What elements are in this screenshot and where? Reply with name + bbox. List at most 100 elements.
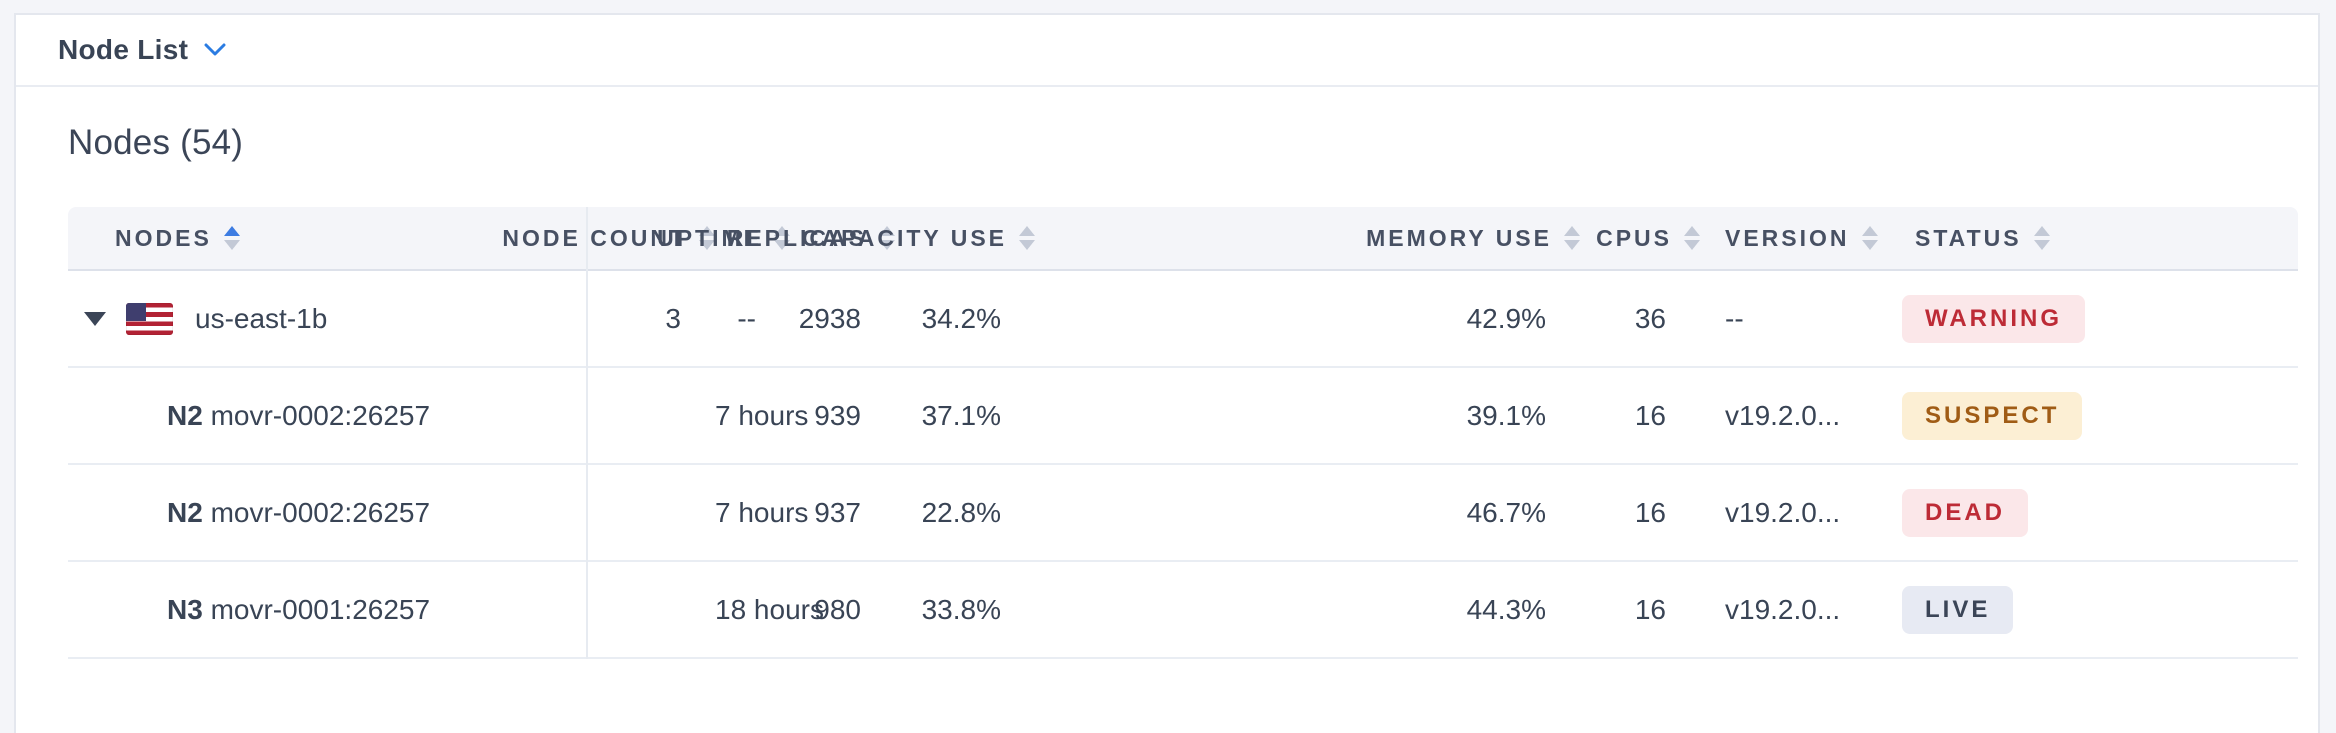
sort-asc-arrow [1684,226,1700,236]
status-badge: LIVE [1902,585,2014,634]
cpus-cell: 16 [1634,593,1666,625]
sort-desc-arrow [1564,240,1580,250]
node-name: N2 movr-0002:26257 [68,497,430,529]
node-address: movr-0002:26257 [202,496,431,528]
sort-asc-arrow [879,226,895,236]
capacity_use-cell: 37.1% [921,399,1001,431]
node-id: N2 [167,496,203,528]
sort-asc-arrow [223,226,240,236]
column-header-replicas[interactable]: REPLICAS [727,225,895,252]
memory_use-cell: 46.7% [1466,496,1546,528]
version-cell: v19.2.0... [1725,496,1841,528]
replicas-cell: 939 [814,399,861,431]
node-row[interactable]: N2 movr-0002:26257 7 hours 939 37.1% 39.1% 16… [68,368,2298,465]
sort-arrows-icon [879,226,895,250]
sort-arrows-icon [223,226,240,250]
memory_use-cell: 44.3% [1466,593,1546,625]
memory_use-cell: 39.1% [1466,399,1546,431]
column-header-label: VERSION [1725,224,1850,251]
sort-arrows-icon [2033,226,2050,250]
sort-desc-arrow [1684,240,1700,250]
sort-asc-arrow [699,226,715,236]
uptime-cell: 7 hours [715,496,809,528]
region-row[interactable]: us-east-1b 3 -- 2938 34.2% 42.9% 36 -- WARNING [68,271,2298,368]
cpus-cell: 16 [1634,399,1666,431]
node-address: movr-0001:26257 [202,593,431,625]
column-header-label: CAPACITY USE [801,224,1007,251]
column-header-uptime[interactable]: UPTIME [657,225,790,252]
card-topbar: Node List [16,15,2318,87]
view-selector-dropdown[interactable]: Node List [58,34,226,66]
version-cell: -- [1725,302,1744,334]
collapse-region-icon[interactable] [84,311,106,326]
node-row[interactable]: N2 movr-0002:26257 7 hours 937 22.8% 46.7% 16… [68,465,2298,562]
nodes-column-divider [586,207,588,659]
column-header-label: NODES [115,224,212,251]
capacity_use-cell: 33.8% [921,593,1001,625]
column-header-version[interactable]: VERSION [1700,225,1890,252]
node-row[interactable]: N3 movr-0001:26257 18 hours 980 33.8% 44.3% 1… [68,562,2298,659]
version-cell: v19.2.0... [1725,399,1841,431]
sort-arrows-icon [1684,226,1700,250]
sort-arrows-icon [774,226,790,250]
column-header-label: STATUS [1915,224,2022,251]
page-title: Nodes (54) [68,123,244,162]
sort-desc-arrow [774,240,790,250]
capacity_use-cell: 22.8% [921,496,1001,528]
cpus-cell: 16 [1634,496,1666,528]
uptime-cell: 7 hours [715,399,809,431]
nodes-table: NODES NODE COUNT UPTIME REPLICAS CAPACITY US… [68,207,2298,659]
view-selector-label: Node List [58,34,189,65]
capacity_use-cell: 34.2% [921,302,1001,334]
sort-arrows-icon [1861,226,1878,250]
column-header-name[interactable]: NODES [68,225,586,252]
content-area: Nodes (54) NODES NODE COUNT UPTIME REPLICAS… [16,87,2318,659]
sort-asc-arrow [1861,226,1878,236]
uptime-cell: 18 hours [715,593,824,625]
status-cell: LIVE [1890,585,2298,634]
sort-desc-arrow [1861,240,1878,250]
status-badge: WARNING [1902,294,2085,343]
sort-arrows-icon [1564,226,1580,250]
node-name: N3 movr-0001:26257 [68,594,430,626]
uptime-cell: -- [737,302,756,334]
sort-desc-arrow [879,240,895,250]
column-header-status[interactable]: STATUS [1890,225,2298,252]
column-header-label: REPLICAS [726,224,867,251]
sort-asc-arrow [1564,226,1580,236]
cpus-cell: 36 [1634,302,1666,334]
sort-asc-arrow [1019,226,1035,236]
status-badge: SUSPECT [1902,391,2083,440]
status-cell: WARNING [1890,294,2298,343]
column-header-node_count[interactable]: NODE COUNT [502,225,715,252]
sort-arrows-icon [1019,226,1035,250]
node-address: movr-0002:26257 [202,399,431,431]
name-cell: us-east-1b [68,302,586,335]
chevron-down-icon [204,43,226,56]
replicas-cell: 937 [814,496,861,528]
version-cell: v19.2.0... [1725,593,1841,625]
sort-asc-arrow [2033,226,2050,236]
replicas-cell: 2938 [798,302,861,334]
column-header-label: MEMORY USE [1366,224,1552,251]
column-header-label: CPUS [1596,224,1672,251]
column-header-cpus[interactable]: CPUS [1580,225,1700,252]
memory_use-cell: 42.9% [1466,302,1546,334]
region-name: us-east-1b [195,302,328,334]
column-header-capacity_use[interactable]: CAPACITY USE [802,225,1035,252]
table-header-row: NODES NODE COUNT UPTIME REPLICAS CAPACITY US… [68,207,2298,271]
us-flag-icon [126,302,173,335]
sort-asc-arrow [774,226,790,236]
status-cell: DEAD [1890,488,2298,537]
node-name: N2 movr-0002:26257 [68,400,430,432]
node-id: N3 [167,593,203,625]
sort-desc-arrow [223,240,240,250]
sort-desc-arrow [699,240,715,250]
column-header-memory_use[interactable]: MEMORY USE [1035,225,1580,252]
sort-desc-arrow [1019,240,1035,250]
column-header-label: UPTIME [657,224,762,251]
node-list-card: Node List Nodes (54) NODES NODE COUNT UPTI… [14,13,2320,733]
table-body: us-east-1b 3 -- 2938 34.2% 42.9% 36 -- WARNING N2… [68,271,2298,659]
status-badge: DEAD [1902,488,2029,537]
column-header-label: NODE COUNT [502,224,687,251]
